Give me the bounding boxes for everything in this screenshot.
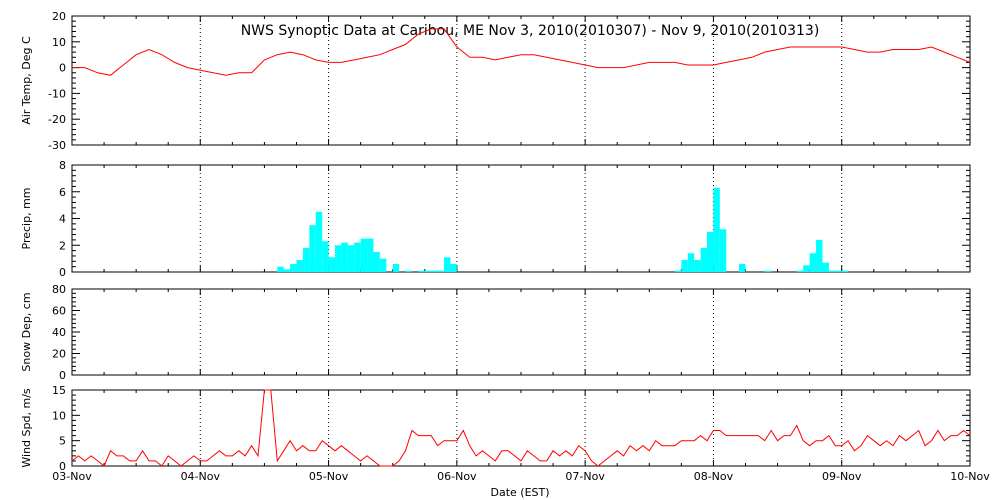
x-tick-label: 05-Nov [309, 470, 349, 483]
y-tick-label: 6 [59, 186, 66, 199]
air_temp-series-line [72, 28, 971, 76]
precip-bar [764, 270, 772, 272]
precip-bar [296, 259, 303, 272]
y-tick-label: 8 [59, 159, 66, 172]
precip-bar [835, 270, 842, 272]
precip-bar [309, 225, 316, 272]
y-tick-label: 0 [59, 369, 66, 382]
chart-title: NWS Synoptic Data at Caribou, ME Nov 3, … [241, 23, 820, 39]
precip-bar [694, 259, 701, 272]
precip-bar [290, 263, 297, 272]
y-tick-label: 4 [59, 213, 66, 226]
precip-bar [796, 270, 804, 272]
y-tick-label: 0 [59, 460, 66, 473]
precip-bar [437, 270, 445, 272]
precip-bar [354, 242, 361, 272]
wind_speed-frame [71, 389, 971, 467]
y-tick-label: 5 [59, 435, 66, 448]
y-tick-label: 60 [52, 305, 66, 318]
x-tick-label: 04-Nov [181, 470, 221, 483]
precip-bar [719, 229, 727, 272]
y-tick-label: 0 [59, 62, 66, 75]
precip-bar [707, 231, 714, 272]
precip-bar [283, 269, 291, 272]
x-tick-label: 03-Nov [52, 470, 92, 483]
y-tick-label: 10 [52, 36, 66, 49]
precip-frame [71, 164, 971, 273]
y-tick-label: -30 [48, 139, 66, 152]
x-tick-label: 07-Nov [565, 470, 605, 483]
precip-bar [341, 242, 348, 272]
precip-bar [828, 270, 836, 272]
y-tick-label: 0 [59, 266, 66, 279]
precip-bar [841, 270, 849, 272]
precip-bar [424, 270, 432, 272]
wind_speed-y-axis-label: Wind Spd, m/s [20, 388, 33, 468]
precip-bar [700, 247, 708, 272]
y-tick-label: 20 [52, 348, 66, 361]
precip-bar [302, 247, 310, 272]
y-tick-label: 10 [52, 409, 66, 422]
precip-bar [405, 270, 412, 272]
air_temp-y-axis-label: Air Temp, Deg C [20, 36, 33, 125]
x-tick-label: 08-Nov [694, 470, 734, 483]
precip-bar [822, 262, 829, 272]
wind_speed-series-line [71, 389, 971, 467]
precip-bar [681, 259, 688, 272]
panels-group: -30 -20 -10 0 10 20 Air Temp, Deg C 0 2 4 6 8 Precip… [20, 10, 990, 483]
snow_depth-frame [71, 288, 971, 376]
snow_depth-y-axis-label: Snow Dep, cm [20, 292, 33, 371]
precip-bar [431, 270, 438, 272]
precip-bar [418, 270, 425, 272]
precip-bar [379, 258, 387, 272]
precip-bar [803, 265, 810, 272]
x-tick-label: 06-Nov [437, 470, 477, 483]
precip-bar [809, 253, 817, 272]
precip-bar [347, 245, 355, 272]
precip-bar [687, 253, 695, 272]
precip-bar [450, 263, 457, 272]
precip-bar [322, 241, 329, 272]
precip-bar [334, 245, 342, 272]
precip-y-axis-label: Precip, mm [20, 188, 33, 250]
precip-bar [713, 187, 720, 272]
precip-bar [277, 266, 284, 272]
y-tick-label: -10 [48, 87, 66, 100]
y-tick-label: -20 [48, 113, 66, 126]
y-tick-label: 20 [52, 10, 66, 23]
x-tick-label: 09-Nov [822, 470, 862, 483]
x-axis-label: Date (EST) [490, 486, 549, 499]
precip-bar [444, 257, 451, 272]
precip-bar [373, 251, 380, 272]
precip-bar [739, 263, 746, 272]
precip-bar [816, 239, 823, 272]
y-tick-label: 80 [52, 283, 66, 296]
precip-bar [367, 238, 374, 272]
precip-bar [360, 238, 368, 272]
x-tick-label: 10-Nov [950, 470, 990, 483]
y-tick-label: 2 [59, 239, 66, 252]
precip-bar [328, 257, 335, 272]
precip-bar [674, 270, 682, 272]
y-tick-label: 15 [52, 384, 66, 397]
precip-bar [392, 263, 400, 272]
y-tick-label: 40 [52, 326, 66, 339]
precip-bar [315, 211, 323, 272]
